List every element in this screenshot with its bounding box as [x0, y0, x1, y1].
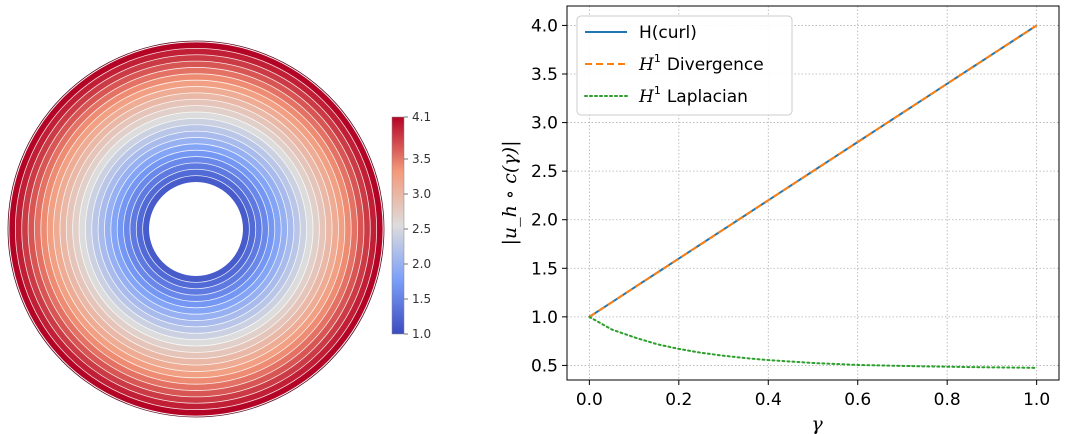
x-tick-label: 0.0 — [576, 390, 603, 410]
x-axis-ticks: 0.0 0.2 0.4 0.6 0.8 1.0 — [576, 380, 1050, 410]
x-tick-label: 0.4 — [755, 390, 782, 410]
legend-label-h1-laplacian: H1 Laplacian — [638, 84, 748, 107]
legend-sup-1: 1 — [654, 84, 661, 97]
line-chart: 0.0 0.2 0.4 0.6 0.8 1.0 0.5 1.0 1.5 2.0 2.5 3.0 3.5… — [499, 5, 1060, 434]
colorbar-gradient — [391, 116, 405, 335]
series-line-h1-divergence — [588, 24, 1038, 318]
y-tick-label: 3.0 — [531, 114, 558, 134]
plot-frame — [566, 5, 1060, 381]
colorbar-tick-label: 4.1 — [412, 110, 431, 124]
legend-math-h: H — [638, 87, 655, 107]
colorbar-ticks: 1.0 1.5 2.0 2.5 3.0 3.5 4.1 — [404, 110, 431, 341]
x-axis-label: γ — [811, 413, 823, 434]
y-axis-ticks: 0.5 1.0 1.5 2.0 2.5 3.0 3.5 4.0 — [531, 16, 567, 376]
x-tick-label: 0.6 — [844, 390, 871, 410]
legend-sup-1: 1 — [654, 52, 661, 65]
colorbar-tick-label: 2.5 — [412, 222, 431, 236]
legend-rest-divergence: Divergence — [667, 55, 764, 75]
x-tick-label: 0.8 — [934, 390, 961, 410]
annulus-outer-outline — [7, 40, 385, 418]
y-tick-label: 2.5 — [531, 162, 558, 182]
series-line-h1-laplacian — [588, 315, 1038, 369]
colorbar: 1.0 1.5 2.0 2.5 3.0 3.5 4.1 — [391, 110, 431, 341]
y-tick-label: 4.0 — [531, 16, 558, 36]
annulus-hole — [149, 182, 243, 276]
colorbar-tick-label: 1.5 — [412, 292, 431, 306]
y-tick-label: 2.0 — [531, 211, 558, 231]
colorbar-tick-label: 3.0 — [412, 187, 431, 201]
y-axis-label: |u_h ∘ c(γ)| — [499, 141, 521, 246]
annulus-plot — [7, 40, 385, 418]
legend-label-h1-divergence: H1 Divergence — [638, 52, 764, 75]
colorbar-tick-label: 3.5 — [412, 152, 431, 166]
legend: H(curl) H1 Divergence H1 Laplacian — [576, 15, 793, 116]
y-tick-label: 0.5 — [531, 356, 558, 376]
chart-grid — [567, 6, 1059, 380]
x-tick-label: 0.2 — [665, 390, 692, 410]
chart-series — [588, 24, 1038, 369]
colorbar-tick-label: 2.0 — [412, 257, 431, 271]
y-tick-label: 1.5 — [531, 259, 558, 279]
legend-box — [576, 15, 793, 116]
annulus-contour-rings — [8, 41, 384, 417]
y-tick-label: 3.5 — [531, 65, 558, 85]
legend-rest-laplacian: Laplacian — [667, 87, 748, 107]
y-tick-label: 1.0 — [531, 308, 558, 328]
legend-math-h: H — [638, 55, 655, 75]
colorbar-tick-label: 1.0 — [412, 327, 431, 341]
legend-label-hcurl: H(curl) — [639, 23, 697, 43]
x-tick-label: 1.0 — [1023, 390, 1050, 410]
